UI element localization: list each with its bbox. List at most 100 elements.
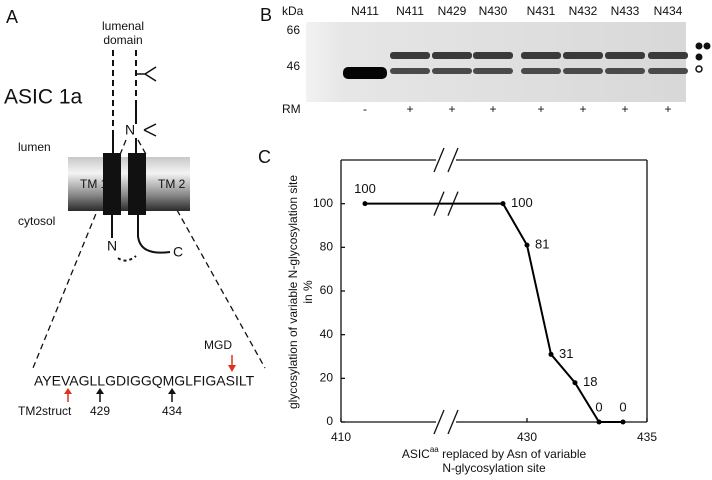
data-point	[524, 242, 530, 248]
y-tick-label: 100	[313, 196, 333, 210]
rm-label: RM	[282, 102, 301, 116]
glyco-n: N	[125, 122, 135, 138]
lane-label: N411	[396, 4, 424, 18]
rm-sign: -	[363, 102, 367, 116]
axis-break	[447, 409, 459, 435]
gel-band	[521, 52, 561, 59]
mgd-label: MGD	[204, 338, 232, 352]
arrows	[64, 355, 236, 402]
value-label: 18	[583, 374, 597, 389]
data-line	[365, 202, 623, 423]
data-point	[572, 380, 578, 386]
panel-label: A	[6, 7, 18, 27]
marker-label: 429	[90, 404, 110, 418]
lane-label: N433	[611, 4, 640, 18]
axis-break	[433, 147, 445, 173]
plot: 0 20 40 60 80 100 410 430 435 100 100 81 31 18 0 0	[313, 147, 657, 444]
value-label: 31	[559, 346, 573, 361]
rm-sign: +	[537, 102, 544, 116]
gel-band	[605, 68, 645, 74]
panel-c: C glycosylation of variable N-glycosylat…	[258, 147, 657, 475]
x-axis-label-part: ASIC	[402, 447, 430, 461]
sequence: AYEVAGLLGDIGGQMGLFIGASILT	[34, 373, 255, 389]
lane-label: N432	[569, 4, 598, 18]
lane-label: N431	[527, 4, 556, 18]
data-point	[362, 201, 368, 207]
x-tick-label: 430	[517, 430, 537, 444]
y-tick-label: 40	[320, 327, 334, 341]
c-terminus: C	[173, 244, 183, 260]
value-label: 0	[619, 399, 626, 414]
mw-label: 66	[287, 23, 301, 37]
y-tick-label: 60	[320, 283, 334, 297]
value-label: 0	[595, 399, 602, 414]
rm-sign: +	[664, 102, 671, 116]
gel-band	[473, 68, 513, 74]
y-axis-label: in %	[301, 280, 315, 304]
lane-label: N430	[479, 4, 508, 18]
lane-label: N434	[654, 4, 683, 18]
axis-break	[447, 147, 459, 173]
rm-sign: +	[489, 102, 496, 116]
x-tick-label: 435	[637, 430, 657, 444]
lumenal-label: lumenal	[102, 19, 144, 33]
gel-band	[648, 68, 688, 74]
protein-title: ASIC 1a	[4, 86, 83, 109]
rm-sign: +	[406, 102, 413, 116]
marker-label: 434	[162, 404, 182, 418]
x-tick-label: 410	[331, 430, 351, 444]
y-tick-label: 0	[326, 414, 333, 428]
value-label: 100	[511, 195, 533, 210]
panel-label: C	[258, 147, 271, 167]
unit-label: kDa	[282, 4, 304, 18]
gel-band	[432, 68, 472, 74]
tm-label: TM 2	[158, 177, 186, 191]
marker-label: TM2struct	[18, 404, 72, 418]
x-axis-label-part: aa	[430, 445, 439, 454]
lane-label: N411	[351, 4, 379, 18]
gel-band	[390, 52, 430, 59]
rm-sign: +	[579, 102, 586, 116]
cytosol-label: cytosol	[18, 214, 55, 228]
gel-band	[648, 52, 688, 59]
y-tick-label: 20	[320, 371, 334, 385]
gel-band	[605, 52, 645, 59]
tm-helix	[103, 153, 121, 215]
gel-band	[563, 68, 603, 74]
panel-a: A lumenal domain ASIC 1a lumen cytosol T…	[4, 7, 266, 418]
x-axis-label: N-glycosylation site	[442, 461, 546, 475]
gel-band	[432, 52, 472, 59]
value-label: 100	[354, 181, 376, 196]
rm-sign: +	[448, 102, 455, 116]
x-axis-label-part: replaced by Asn of variable	[439, 447, 587, 461]
data-point	[620, 419, 626, 425]
gel	[306, 22, 686, 102]
panel-b: B kDa 66 46 RM	[260, 4, 711, 116]
value-label: 81	[535, 237, 549, 252]
mw-label: 46	[287, 59, 301, 73]
rm-sign: +	[621, 102, 628, 116]
gel-band	[521, 68, 561, 74]
n-terminus: N	[107, 238, 117, 254]
lumen-label: lumen	[18, 140, 51, 154]
y-tick-label: 80	[320, 240, 334, 254]
tm-label: TM 1	[80, 177, 108, 191]
tm-helix	[128, 153, 146, 215]
lane-label: N429	[438, 4, 467, 18]
axis-break	[433, 409, 445, 435]
data-point	[596, 419, 602, 425]
gel-band	[473, 52, 513, 59]
gel-band	[563, 52, 603, 59]
gel-band	[390, 68, 430, 74]
bands	[343, 52, 688, 79]
panel-label: B	[260, 5, 272, 25]
lumenal-label: domain	[103, 33, 142, 47]
glyco-symbols	[695, 42, 711, 73]
gel-band	[343, 67, 387, 79]
data-point	[500, 201, 506, 207]
y-axis-label: glycosylation of variable N-glycosylatio…	[286, 175, 300, 409]
data-point	[548, 351, 554, 357]
x-axis-label: ASICaa replaced by Asn of variable	[402, 445, 587, 461]
